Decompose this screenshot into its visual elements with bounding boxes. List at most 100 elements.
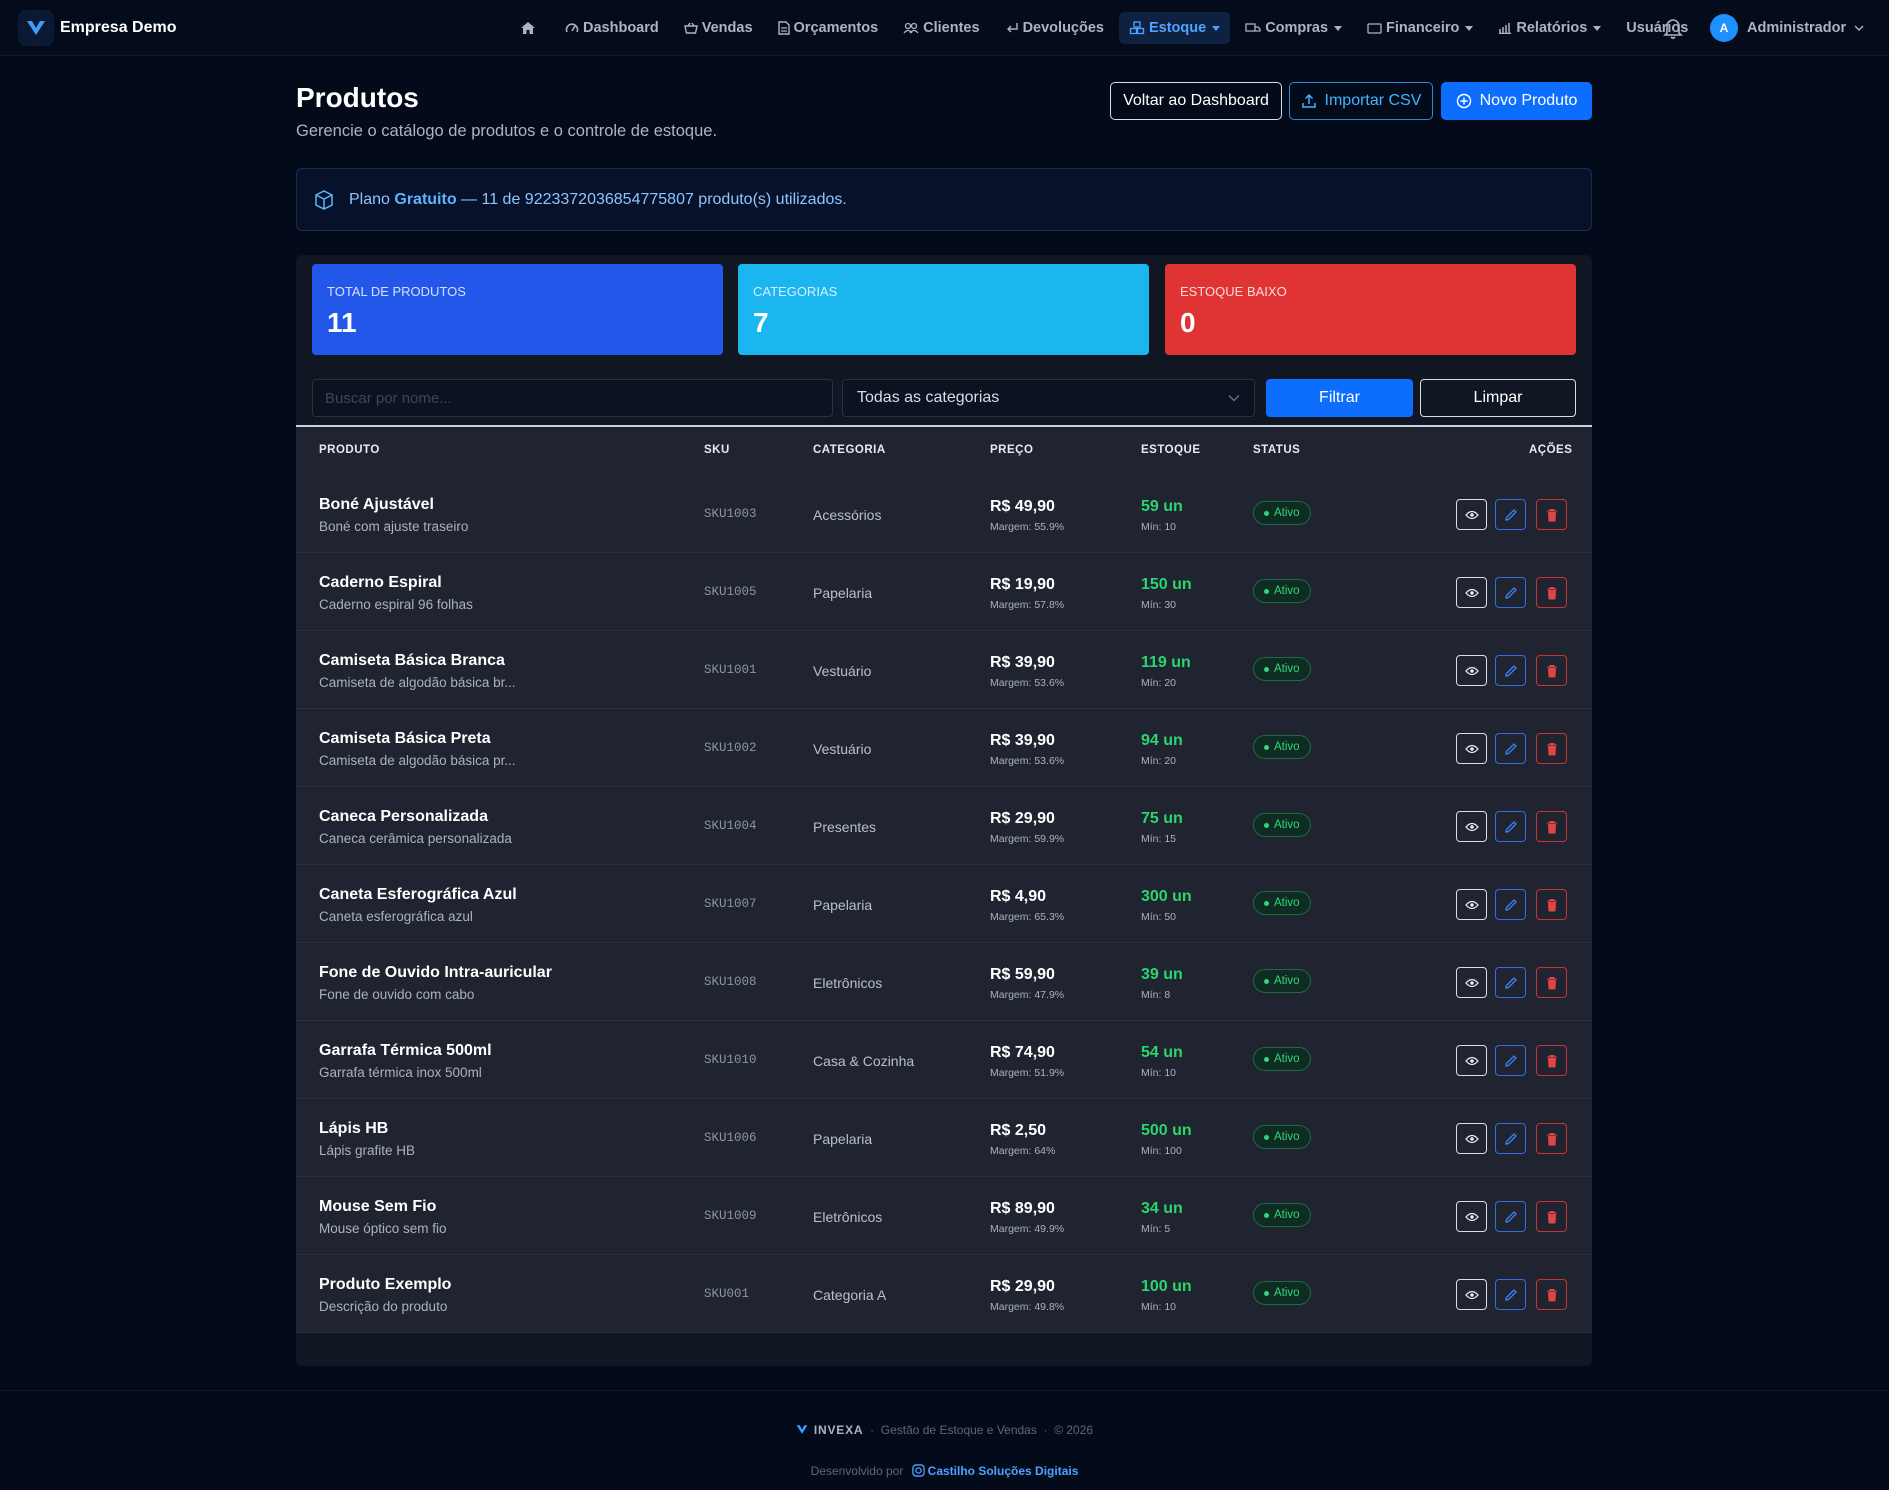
nav-devolucoes[interactable]: Devoluções [995,12,1114,44]
basket-icon [683,22,698,34]
view-button[interactable] [1456,1123,1487,1154]
import-csv-label: Importar CSV [1324,92,1422,109]
stat-label: Total de Produtos [327,284,466,299]
search-input[interactable]: Buscar por nome... [312,379,833,417]
delete-button[interactable] [1536,967,1567,998]
product-description: Descrição do produto [319,1299,448,1314]
new-product-button[interactable]: Novo Produto [1441,82,1592,120]
product-sku: SKU1002 [704,741,757,755]
product-margin: Margem: 59.9% [990,833,1065,845]
product-min-stock: Mín: 20 [1141,677,1177,689]
nav-clientes[interactable]: Clientes [893,12,989,44]
filter-button[interactable]: Filtrar [1266,379,1413,417]
edit-button[interactable] [1495,1123,1526,1154]
edit-button[interactable] [1495,655,1526,686]
delete-button[interactable] [1536,1123,1567,1154]
view-button[interactable] [1456,811,1487,842]
nav-compras[interactable]: Compras [1235,12,1352,44]
view-button[interactable] [1456,889,1487,920]
top-navbar: Empresa Demo Dashboard Vendas Orçamentos… [0,0,1889,56]
product-stock: 150 un [1141,576,1192,593]
view-button[interactable] [1456,1045,1487,1076]
view-button[interactable] [1456,967,1487,998]
edit-button[interactable] [1495,577,1526,608]
category-select[interactable]: Todas as categorias [842,379,1255,417]
delete-button[interactable] [1536,655,1567,686]
edit-button[interactable] [1495,499,1526,530]
nav-relatorios[interactable]: Relatórios [1488,12,1611,44]
edit-button[interactable] [1495,1279,1526,1310]
plan-name: Gratuito [394,190,457,208]
edit-button[interactable] [1495,967,1526,998]
delete-button[interactable] [1536,1279,1567,1310]
eye-icon [1464,900,1479,909]
nav-estoque[interactable]: Estoque [1118,12,1231,44]
delete-button[interactable] [1536,577,1567,608]
plan-usage: — 11 de 9223372036854775807 produto(s) u… [461,190,847,208]
delete-button[interactable] [1536,811,1567,842]
clear-button[interactable]: Limpar [1420,379,1576,417]
user-name: Administrador [1747,20,1847,36]
product-description: Caneca cerâmica personalizada [319,831,512,846]
nav-devolucoes-label: Devoluções [1022,20,1104,36]
view-button[interactable] [1456,733,1487,764]
pencil-icon [1504,1132,1517,1145]
eye-icon [1464,1056,1479,1065]
table-row: Camiseta Básica Preta Camiseta de algodã… [296,709,1592,787]
pencil-icon [1504,898,1517,911]
stat-total-products: Total de Produtos 11 [312,264,723,355]
nav-orcamentos[interactable]: Orçamentos [768,12,889,44]
product-stock: 39 un [1141,966,1183,983]
delete-button[interactable] [1536,733,1567,764]
user-menu[interactable]: A Administrador [1710,14,1864,42]
nav-vendas[interactable]: Vendas [674,12,763,44]
view-button[interactable] [1456,1279,1487,1310]
footer-copyright: © 2026 [1054,1423,1094,1437]
product-min-stock: Mín: 10 [1141,521,1177,533]
delete-button[interactable] [1536,1201,1567,1232]
developer-link[interactable]: Castilho Soluções Digitais [927,1464,1079,1478]
eye-icon [1464,744,1479,753]
status-badge: Ativo [1253,1203,1311,1227]
view-button[interactable] [1456,499,1487,530]
footer-developed-by: Desenvolvido por [810,1464,904,1478]
edit-button[interactable] [1495,811,1526,842]
nav-usuarios[interactable]: Usuários [1616,12,1698,44]
view-button[interactable] [1456,577,1487,608]
view-button[interactable] [1456,1201,1487,1232]
product-category: Eletrônicos [813,975,883,991]
v-logo-icon [796,1425,808,1434]
stat-value: 0 [1180,307,1196,338]
product-category: Presentes [813,819,877,835]
delete-button[interactable] [1536,1045,1567,1076]
view-button[interactable] [1456,655,1487,686]
trash-icon [1546,742,1557,755]
truck-icon [1245,23,1261,32]
brand[interactable]: Empresa Demo [18,10,177,46]
edit-button[interactable] [1495,1045,1526,1076]
nav-dashboard[interactable]: Dashboard [555,12,669,44]
wallet-icon [1367,23,1382,34]
status-badge: Ativo [1253,1047,1311,1071]
delete-button[interactable] [1536,499,1567,530]
back-to-dashboard-button[interactable]: Voltar ao Dashboard [1110,82,1282,120]
nav-financeiro-label: Financeiro [1386,20,1460,36]
delete-button[interactable] [1536,889,1567,920]
eye-icon [1464,1212,1479,1221]
import-csv-button[interactable]: Importar CSV [1289,82,1433,120]
nav-home[interactable] [510,12,550,44]
edit-button[interactable] [1495,733,1526,764]
product-stock: 500 un [1141,1122,1192,1139]
product-stock: 59 un [1141,498,1183,515]
edit-button[interactable] [1495,889,1526,920]
notifications-button[interactable] [1662,16,1684,45]
product-sku: SKU1008 [704,975,757,989]
product-category: Papelaria [813,897,873,913]
eye-icon [1464,978,1479,987]
product-name: Caneca Personalizada [319,808,488,825]
product-description: Caderno espiral 96 folhas [319,597,473,612]
edit-button[interactable] [1495,1201,1526,1232]
product-stock: 300 un [1141,888,1192,905]
nav-financeiro[interactable]: Financeiro [1357,12,1483,44]
table-row: Caderno Espiral Caderno espiral 96 folha… [296,553,1592,631]
